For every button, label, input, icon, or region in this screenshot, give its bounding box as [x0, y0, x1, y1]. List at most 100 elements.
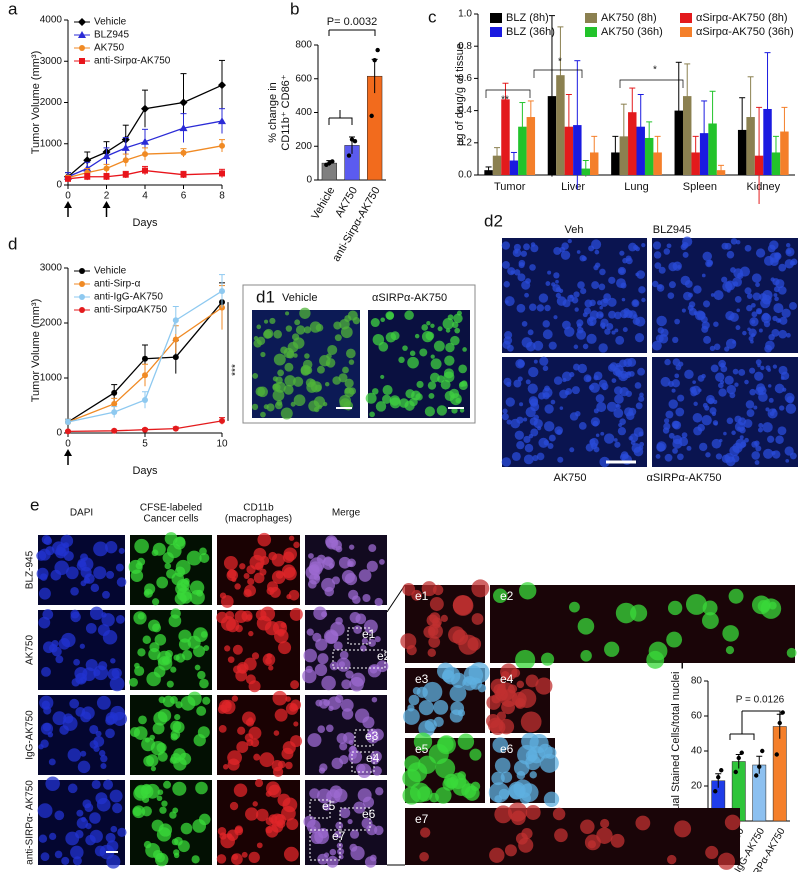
cell	[626, 411, 635, 421]
marker	[172, 336, 179, 343]
cell	[498, 788, 510, 800]
cell	[524, 292, 529, 298]
cell	[69, 698, 80, 709]
data-point	[736, 755, 741, 761]
inset-label: e1	[362, 627, 376, 641]
cell	[257, 532, 272, 547]
cell	[327, 344, 338, 355]
x-axis-label: Days	[132, 217, 158, 229]
cell	[604, 641, 620, 657]
cell	[143, 755, 155, 767]
cell	[219, 832, 227, 840]
cell	[361, 637, 369, 645]
cell	[234, 610, 248, 624]
cell	[216, 854, 227, 864]
cell	[299, 307, 311, 319]
legend-label: BLZ (36h)	[506, 26, 555, 38]
cell	[450, 335, 460, 346]
cell	[584, 834, 601, 851]
cell	[619, 250, 625, 256]
cell	[471, 579, 490, 598]
cell	[610, 833, 625, 848]
cell	[348, 359, 355, 365]
cell	[171, 838, 179, 846]
cell	[611, 330, 616, 335]
cell	[71, 678, 80, 687]
cell	[552, 807, 566, 821]
cell	[762, 422, 773, 433]
cell	[283, 846, 299, 862]
cell	[260, 411, 266, 418]
cell	[702, 300, 711, 308]
cell	[303, 648, 318, 663]
cell	[601, 382, 609, 391]
cell	[688, 307, 697, 316]
marker	[219, 142, 225, 149]
cell	[681, 432, 688, 438]
cell	[380, 317, 386, 323]
cell	[290, 735, 303, 748]
cell	[243, 589, 252, 598]
cell	[598, 283, 606, 291]
y-axis-label: µg of drug/g of tissue	[454, 43, 466, 146]
cell	[675, 407, 685, 417]
cell	[514, 430, 524, 440]
cell	[170, 733, 178, 741]
cell	[252, 801, 258, 807]
cell	[491, 694, 501, 704]
cell	[715, 453, 723, 460]
cell	[754, 460, 760, 465]
cell	[61, 856, 70, 865]
cell	[351, 672, 366, 687]
cell	[592, 420, 599, 427]
cell	[435, 758, 456, 779]
marker	[122, 157, 129, 164]
cell	[721, 276, 728, 283]
cell	[229, 801, 239, 811]
cell	[778, 329, 788, 339]
cell	[548, 341, 557, 350]
cell	[369, 854, 377, 862]
cell	[641, 242, 646, 248]
cell	[83, 577, 91, 584]
cell	[254, 562, 264, 571]
bracket	[328, 110, 353, 125]
cell	[608, 276, 616, 284]
cell	[426, 321, 431, 326]
cell	[365, 392, 377, 404]
legend-label: AK750 (8h)	[601, 12, 657, 24]
cell	[589, 310, 599, 320]
cell	[172, 781, 187, 796]
cell	[725, 338, 737, 350]
cell	[143, 840, 152, 849]
cell	[635, 402, 643, 410]
cell	[290, 401, 296, 407]
marker	[180, 149, 187, 156]
cell	[151, 819, 164, 832]
cell	[555, 286, 562, 293]
data-point	[739, 750, 744, 755]
arrow-head	[102, 201, 111, 208]
cell	[775, 435, 784, 445]
cell	[252, 372, 259, 379]
cell	[337, 848, 345, 856]
cell	[729, 312, 739, 322]
cell	[308, 564, 320, 575]
cell	[614, 441, 621, 448]
cell	[368, 544, 377, 553]
cell	[628, 436, 633, 441]
data-point	[733, 769, 738, 775]
x-tick-label: 0	[65, 439, 71, 450]
cell	[713, 343, 721, 351]
cell	[409, 350, 416, 357]
cell	[688, 292, 694, 298]
cell	[457, 733, 475, 750]
cell	[326, 353, 332, 359]
inset-box	[332, 649, 386, 669]
cell	[135, 562, 143, 570]
cell	[335, 821, 344, 830]
cell	[175, 559, 191, 575]
cell	[248, 851, 260, 864]
cell	[784, 446, 794, 456]
cell	[616, 278, 626, 289]
